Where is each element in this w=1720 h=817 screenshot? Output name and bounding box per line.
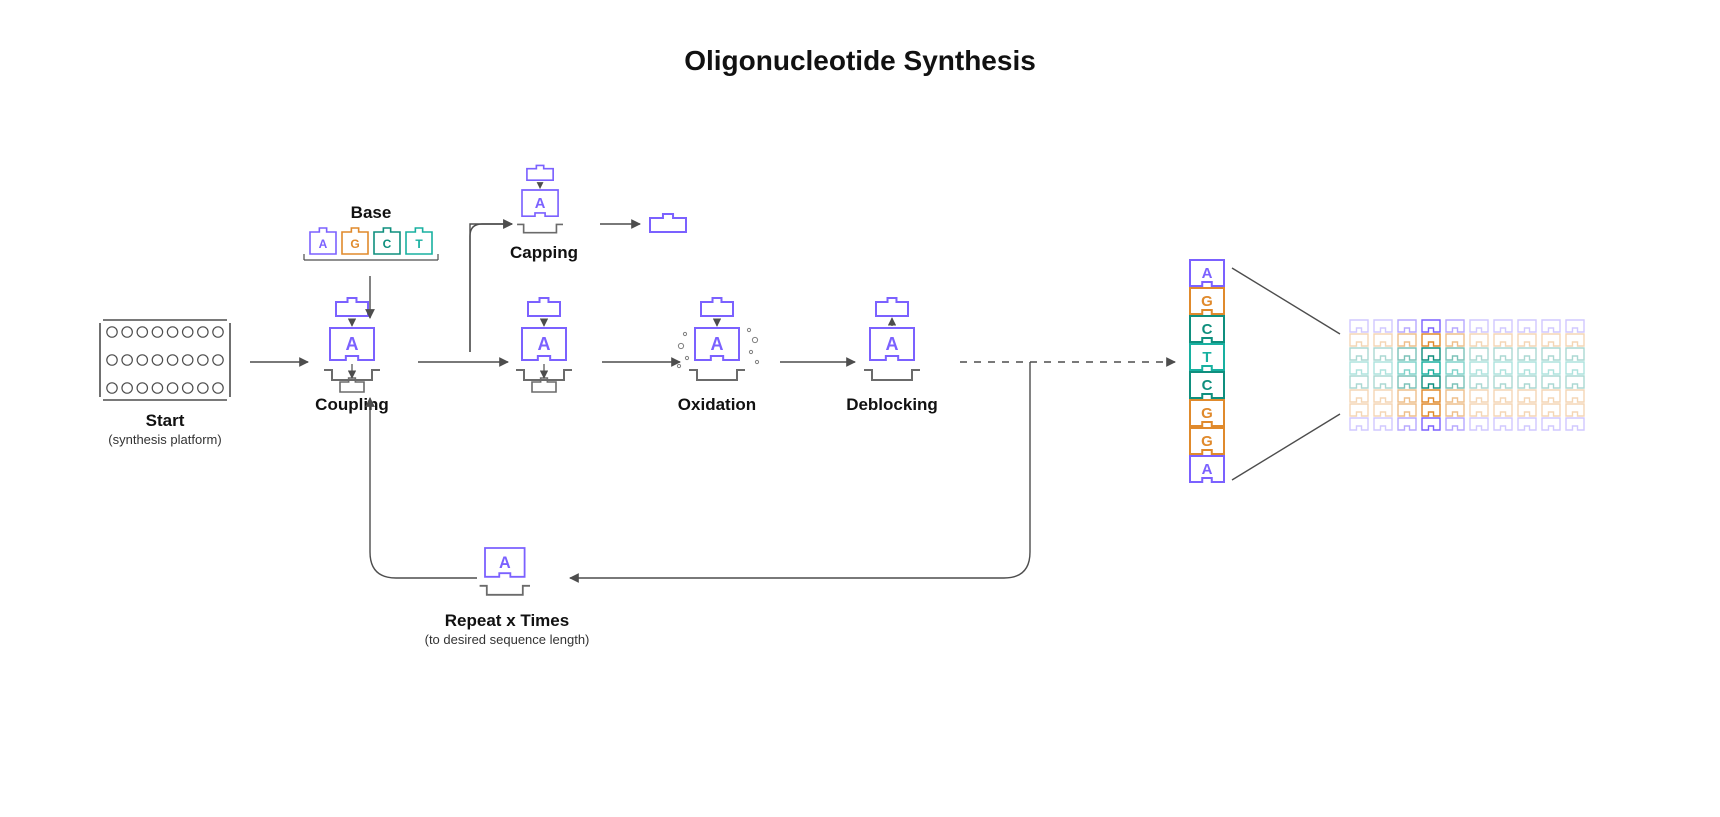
- well: [152, 355, 162, 365]
- base-tile-letter: C: [383, 237, 392, 251]
- well: [213, 383, 223, 393]
- stack-letter: A: [1202, 265, 1213, 282]
- well: [137, 383, 147, 393]
- label-repeat_sub: (to desired sequence length): [425, 632, 590, 647]
- well: [183, 355, 193, 365]
- well: [122, 383, 132, 393]
- label-oxidation: Oxidation: [678, 395, 756, 414]
- well: [213, 355, 223, 365]
- label-base_title: Base: [351, 203, 392, 222]
- well: [198, 383, 208, 393]
- stack-letter: C: [1202, 321, 1213, 338]
- stack-letter: G: [1201, 405, 1213, 422]
- step-icon-letter: A: [535, 196, 546, 212]
- stack-letter: C: [1202, 377, 1213, 394]
- stack-letter: G: [1201, 293, 1213, 310]
- label-capping: Capping: [510, 243, 578, 262]
- base-tile-letter: A: [319, 237, 328, 251]
- base-tile-letter: G: [350, 237, 359, 251]
- stack-letter: G: [1201, 433, 1213, 450]
- base-tile-letter: T: [415, 237, 423, 251]
- well: [122, 355, 132, 365]
- stack-letter: T: [1202, 349, 1211, 366]
- well: [213, 327, 223, 337]
- well: [152, 383, 162, 393]
- page-title: Oligonucleotide Synthesis: [684, 45, 1036, 76]
- step-icon-letter: A: [538, 334, 551, 354]
- well: [107, 327, 117, 337]
- well: [122, 327, 132, 337]
- well: [152, 327, 162, 337]
- well: [137, 355, 147, 365]
- well: [198, 355, 208, 365]
- label-repeat_title: Repeat x Times: [445, 611, 569, 630]
- label-start_title: Start: [146, 411, 185, 430]
- label-coupling: Coupling: [315, 395, 389, 414]
- well: [107, 383, 117, 393]
- well: [183, 327, 193, 337]
- well: [107, 355, 117, 365]
- label-start_sub: (synthesis platform): [108, 432, 221, 447]
- step-icon-letter: A: [711, 334, 724, 354]
- well: [167, 383, 177, 393]
- step-icon-letter: A: [346, 334, 359, 354]
- well: [198, 327, 208, 337]
- step-icon-letter: A: [886, 334, 899, 354]
- well: [167, 327, 177, 337]
- stack-letter: A: [1202, 461, 1213, 478]
- well: [183, 383, 193, 393]
- well: [167, 355, 177, 365]
- step-icon-letter: A: [499, 554, 511, 572]
- label-deblocking: Deblocking: [846, 395, 938, 414]
- well: [137, 327, 147, 337]
